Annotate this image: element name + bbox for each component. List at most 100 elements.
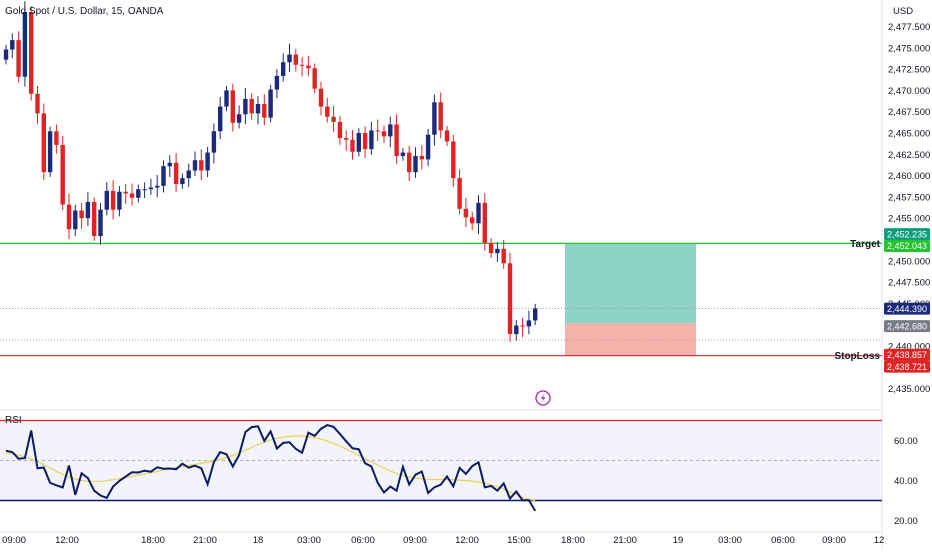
candle-body [318, 88, 324, 107]
candle-body [394, 124, 399, 156]
price-tag-lower-stop: 2,438.721 [887, 362, 927, 372]
candle-body [199, 160, 204, 171]
profit-zone[interactable] [565, 243, 696, 324]
candle-body [66, 204, 72, 230]
candle-body [381, 131, 387, 137]
candle-body [255, 104, 261, 114]
price-tag-current: 2,444.390 [887, 304, 927, 314]
time-tick-label: 06:00 [351, 535, 375, 546]
candle-body [488, 242, 494, 254]
candle-body [243, 98, 248, 115]
candle-body [369, 130, 374, 150]
candle-body [230, 90, 235, 123]
candle-body [60, 144, 65, 205]
candle-body [470, 217, 475, 224]
candle-body [192, 160, 198, 171]
candle-body [35, 93, 40, 114]
time-tick-label: 18 [253, 535, 264, 546]
candle-body [136, 189, 141, 198]
time-tick-label: 15:00 [507, 535, 531, 546]
chart-title: Gold Spot / U.S. Dollar, 15, OANDA [5, 6, 164, 17]
candle-body [495, 248, 500, 254]
time-tick-label: 18:00 [561, 535, 585, 546]
candle-body [306, 65, 311, 69]
price-tick-label: 2,472.500 [888, 65, 930, 76]
price-tag-upper-target-bg [884, 228, 930, 241]
candle-body [356, 132, 361, 152]
price-tag-target-bg [884, 239, 930, 252]
candle-body [22, 11, 28, 77]
time-tick-label: 12:00 [455, 535, 479, 546]
candle-body [54, 131, 59, 145]
rsi-tick-label: 20.00 [894, 516, 918, 527]
price-tag-upper-target: 2,452.235 [887, 229, 927, 239]
candle-body [85, 201, 91, 219]
candle-body [425, 134, 431, 160]
candle-body [299, 64, 305, 66]
price-tick-label: 2,470.000 [888, 86, 930, 97]
candle-body [362, 132, 368, 150]
candle-body [79, 210, 84, 219]
candle-body [337, 121, 343, 139]
candle-body [110, 190, 116, 210]
price-tick-label: 2,450.000 [888, 256, 930, 267]
time-tick-label: 21:00 [613, 535, 637, 546]
candle-body [167, 162, 172, 167]
candle-body [3, 49, 9, 60]
candle-body [438, 102, 443, 131]
candle-body [218, 106, 223, 132]
loss-zone[interactable] [565, 323, 696, 356]
price-tick-label: 2,447.500 [888, 278, 930, 289]
candle-body [312, 68, 317, 89]
alert-icon[interactable] [535, 390, 551, 406]
rsi-ma-line [5, 435, 536, 502]
price-tag-entry: 2,442.680 [887, 321, 927, 331]
price-tick-label: 2,460.000 [888, 171, 930, 182]
rsi-line [5, 424, 537, 512]
price-tick-label: 2,435.000 [888, 384, 930, 395]
time-tick-label: 18:00 [141, 535, 165, 546]
candle-body [344, 138, 349, 140]
rsi-tick-label: 40.00 [894, 476, 918, 487]
price-tick-label: 2,440.000 [888, 341, 930, 352]
candle-body [287, 54, 292, 63]
candle-body [10, 40, 15, 50]
candle-body [501, 248, 506, 264]
time-tick-label: 12 [874, 535, 885, 546]
price-tag-stop: 2,438.857 [887, 350, 927, 360]
time-tick-label: 19 [673, 535, 684, 546]
candle-body [47, 131, 53, 173]
candle-body [142, 189, 147, 191]
candle-body [457, 178, 462, 209]
price-tick-label: 2,475.000 [888, 43, 930, 54]
candle-body [274, 75, 280, 90]
candle-body [123, 191, 128, 194]
time-tick-label: 21:00 [193, 535, 217, 546]
price-tick-label: 2,477.500 [888, 22, 930, 33]
candle-body [16, 40, 21, 77]
candle-body [41, 113, 46, 173]
rsi-label: RSI [5, 415, 22, 426]
candle-body [476, 202, 481, 224]
currency-label[interactable]: USD [893, 6, 913, 17]
candle-body [148, 187, 154, 190]
candle-body [533, 308, 538, 321]
candle-body [432, 102, 437, 135]
candle-body [507, 263, 513, 335]
candle-body [281, 62, 286, 76]
candle-body [211, 131, 217, 153]
candle-body [407, 152, 412, 173]
candle-body [262, 104, 267, 118]
candle-body [155, 185, 160, 188]
candle-body [400, 152, 406, 156]
candle-body [173, 162, 179, 185]
candle-body [520, 325, 525, 327]
candle-body [205, 152, 210, 171]
candle-body [388, 124, 393, 137]
time-tick-label: 09:00 [403, 535, 427, 546]
candle-body [104, 190, 109, 210]
price-tick-label: 2,455.000 [888, 214, 930, 225]
time-tick-label: 06:00 [771, 535, 795, 546]
